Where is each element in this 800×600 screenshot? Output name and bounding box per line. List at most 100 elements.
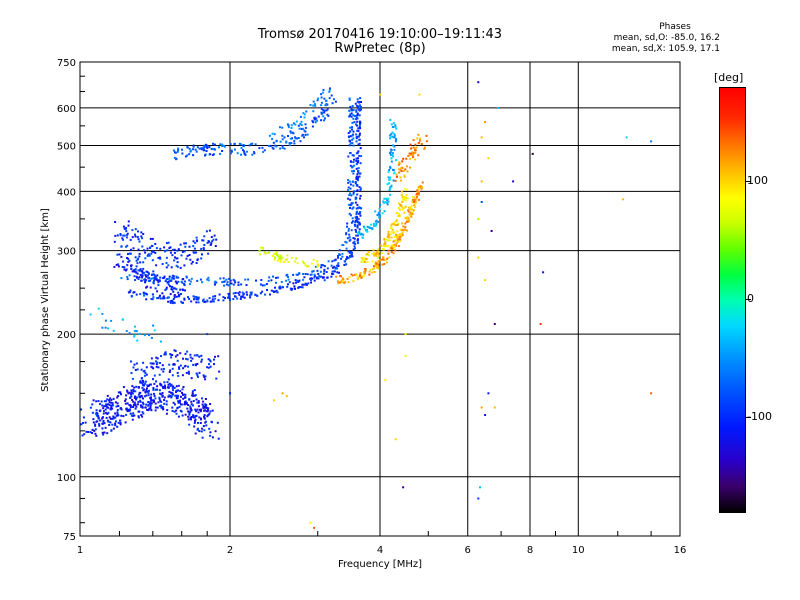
echo-point <box>155 380 158 383</box>
echo-point <box>173 259 176 262</box>
echo-point <box>389 247 392 249</box>
echo-point <box>122 225 125 228</box>
echo-point <box>316 269 319 272</box>
echo-point <box>320 96 323 99</box>
echo-point <box>296 137 298 140</box>
echo-point <box>347 186 350 189</box>
echo-point <box>297 137 300 139</box>
echo-point <box>84 421 87 424</box>
echo-point <box>211 154 214 156</box>
echo-point <box>174 355 177 358</box>
echo-point <box>144 257 147 260</box>
echo-point <box>405 194 408 197</box>
echo-point <box>348 136 350 139</box>
echo-point <box>135 405 138 408</box>
echo-point <box>187 410 190 413</box>
echo-point <box>150 393 153 396</box>
echo-point <box>169 293 172 296</box>
echo-point <box>332 273 335 276</box>
echo-point <box>127 224 130 227</box>
echo-point <box>330 275 333 278</box>
echo-point <box>182 278 185 281</box>
echo-point <box>403 229 406 232</box>
echo-point <box>203 144 206 147</box>
echo-point <box>413 200 415 203</box>
echo-point <box>383 210 386 213</box>
echo-point <box>281 392 284 395</box>
echo-point <box>173 149 175 152</box>
echo-point <box>294 279 297 282</box>
echo-point <box>393 134 396 137</box>
echo-point <box>196 240 198 243</box>
echo-point <box>117 265 120 268</box>
echo-point <box>352 274 354 277</box>
echo-point <box>320 108 323 110</box>
echo-point <box>344 263 347 266</box>
echo-point <box>291 287 293 290</box>
echo-point <box>202 239 205 242</box>
echo-point <box>204 300 207 303</box>
echo-point <box>416 195 419 198</box>
echo-point <box>295 257 298 260</box>
echo-point <box>316 277 318 280</box>
echo-point <box>309 521 312 524</box>
echo-point <box>359 194 362 197</box>
echo-point <box>146 390 149 393</box>
echo-point <box>172 393 175 396</box>
echo-point <box>353 273 356 276</box>
echo-point <box>89 431 92 434</box>
echo-point <box>301 133 304 136</box>
echo-point <box>138 392 141 395</box>
echo-point <box>181 414 184 417</box>
echo-point <box>127 410 130 412</box>
echo-point <box>302 283 305 286</box>
echo-point <box>348 97 351 100</box>
echo-point <box>392 144 395 147</box>
echo-point <box>358 135 360 138</box>
echo-point <box>354 201 357 204</box>
echo-point <box>357 169 360 172</box>
echo-point <box>397 238 400 241</box>
echo-point <box>407 209 410 212</box>
echo-point <box>183 250 186 253</box>
echo-point <box>130 389 133 392</box>
echo-point <box>414 201 417 204</box>
echo-point <box>101 326 104 329</box>
echo-point <box>356 100 359 103</box>
echo-point <box>357 157 359 160</box>
echo-point <box>189 405 192 408</box>
echo-point <box>105 403 108 406</box>
echo-point <box>402 197 405 200</box>
echo-point <box>354 102 357 105</box>
echo-point <box>100 400 103 403</box>
echo-point <box>203 417 206 420</box>
echo-point <box>352 220 354 223</box>
echo-point <box>287 275 289 278</box>
echo-point <box>362 256 365 259</box>
echo-point <box>172 290 175 293</box>
echo-point <box>141 405 144 408</box>
echo-point <box>140 405 143 408</box>
echo-point <box>112 417 115 420</box>
echo-point <box>301 127 304 130</box>
echo-point <box>272 275 275 278</box>
phases-title: Phases <box>659 22 691 32</box>
echo-point <box>302 112 305 115</box>
echo-point <box>234 281 237 284</box>
echo-point <box>242 149 244 152</box>
echo-point <box>163 276 166 279</box>
echo-point <box>394 239 397 242</box>
echo-point <box>133 401 136 404</box>
echo-point <box>389 193 392 196</box>
echo-point <box>384 245 387 248</box>
echo-point <box>399 169 402 172</box>
echo-point <box>311 125 314 128</box>
echo-point <box>116 411 119 414</box>
colorbar-tick <box>746 416 751 418</box>
echo-point <box>268 276 271 279</box>
echo-point <box>97 400 100 403</box>
echo-point <box>177 280 180 283</box>
echo-point <box>306 265 309 268</box>
echo-point <box>192 295 195 298</box>
echo-point <box>177 400 180 403</box>
